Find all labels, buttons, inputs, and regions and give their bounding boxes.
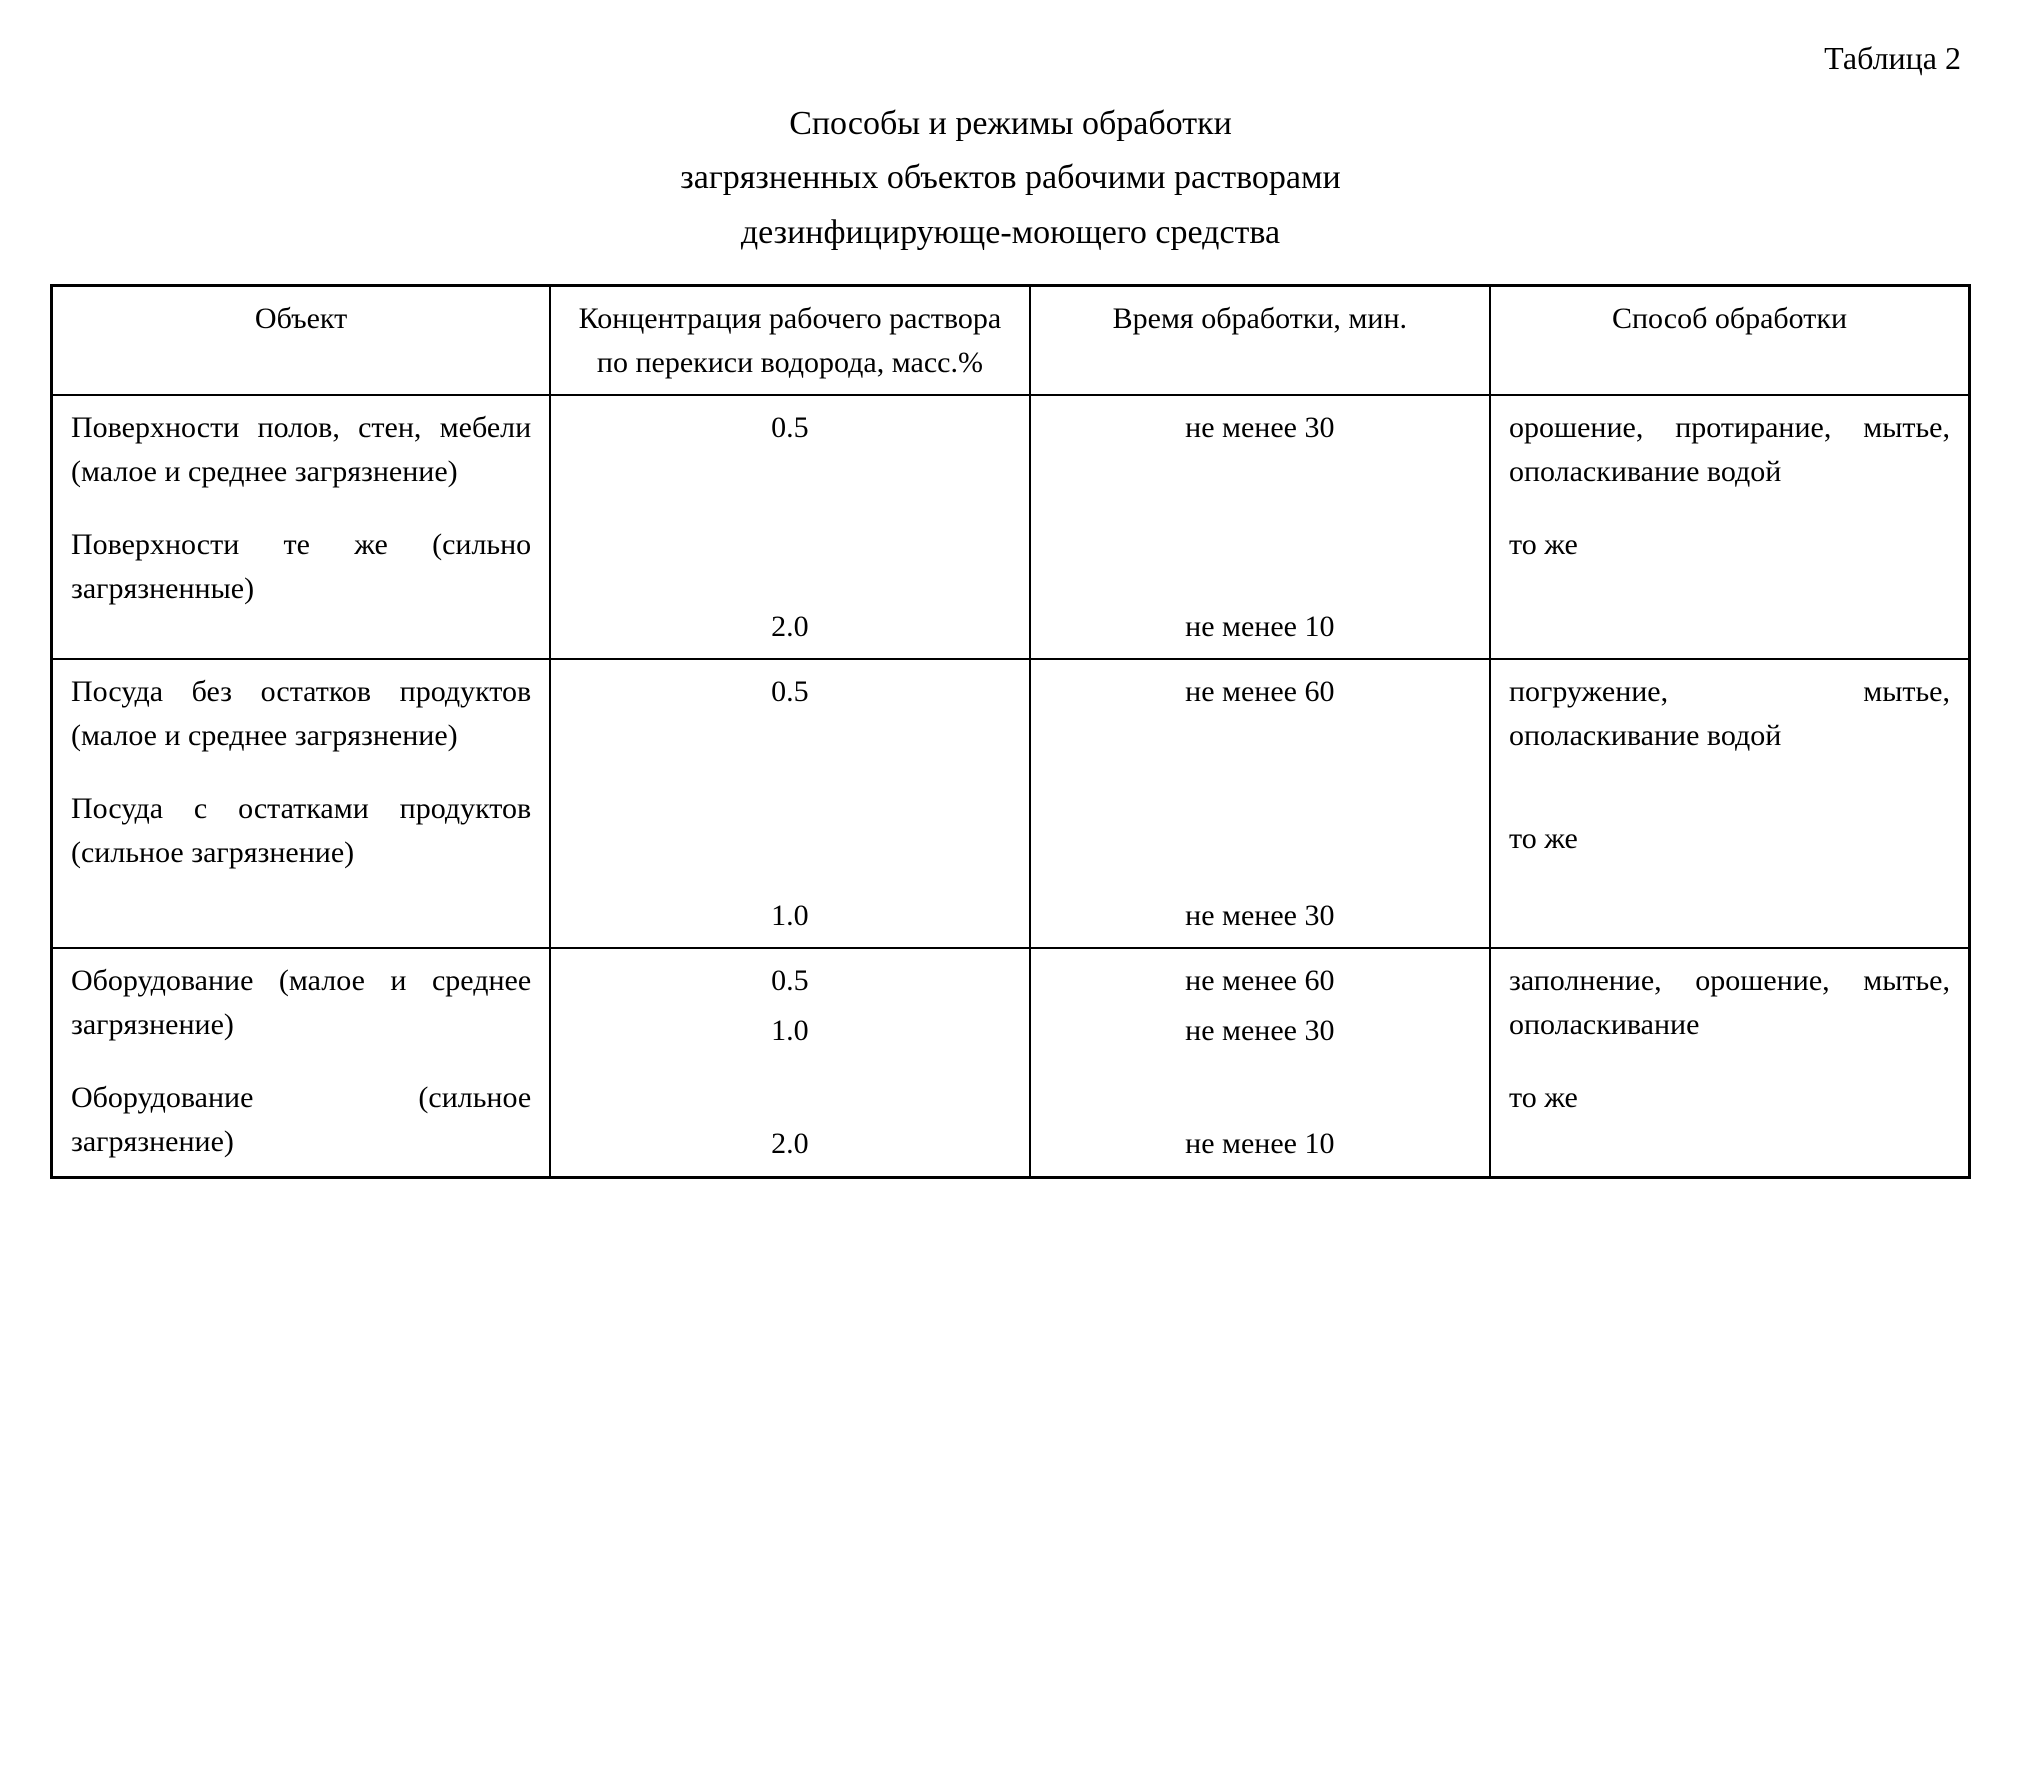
conc-value-1b: 1.0 — [569, 1009, 1011, 1053]
cell-time: не менее 60 не менее 30 — [1030, 659, 1490, 948]
title-line-2: загрязненных объектов рабочими растворам… — [50, 151, 1971, 205]
method-text-2: то же — [1509, 1076, 1950, 1120]
cell-method: погружение, мытье, ополаскивание водой т… — [1490, 659, 1970, 948]
title-line-3: дезинфицирующе-моющего средства — [50, 206, 1971, 260]
cell-concentration: 0.5 1.0 2.0 — [550, 948, 1030, 1177]
conc-value-2: 2.0 — [569, 605, 1011, 649]
header-object: Объект — [52, 286, 551, 396]
table-label: Таблица 2 — [50, 40, 1971, 77]
time-value-2: не менее 30 — [1049, 894, 1471, 938]
cell-time: не менее 30 не менее 10 — [1030, 395, 1490, 659]
time-value-1b: не менее 30 — [1049, 1009, 1471, 1053]
table-row: Посуда без остатков продуктов (малое и с… — [52, 659, 1970, 948]
table-title: Способы и режимы обработки загрязненных … — [50, 97, 1971, 260]
method-text-1: заполнение, орошение, мытье, ополаскиван… — [1509, 959, 1950, 1046]
header-row: Объект Концентрация рабочего раствора по… — [52, 286, 1970, 396]
cell-concentration: 0.5 1.0 — [550, 659, 1030, 948]
header-method: Способ обработки — [1490, 286, 1970, 396]
object-text-1: Оборудование (малое и среднее загрязнени… — [71, 959, 531, 1046]
title-line-1: Способы и режимы обработки — [50, 97, 1971, 151]
time-value-1: не менее 30 — [1049, 406, 1471, 450]
table-row: Оборудование (малое и среднее загрязнени… — [52, 948, 1970, 1177]
cell-method: заполнение, орошение, мытье, ополаскиван… — [1490, 948, 1970, 1177]
method-text-1: орошение, протирание, мытье, ополаскиван… — [1509, 406, 1950, 493]
cell-time: не менее 60 не менее 30 не менее 10 — [1030, 948, 1490, 1177]
object-text-2: Оборудование (сильное загрязнение) — [71, 1076, 531, 1163]
time-value-2: не менее 10 — [1049, 605, 1471, 649]
time-value-1a: не менее 60 — [1049, 959, 1471, 1003]
method-text-2: то же — [1509, 817, 1950, 861]
time-value-2: не менее 10 — [1049, 1122, 1471, 1166]
table-row: Поверхности полов, стен, мебели (малое и… — [52, 395, 1970, 659]
method-text-1: погружение, мытье, ополаскивание водой — [1509, 670, 1950, 757]
treatment-table: Объект Концентрация рабочего раствора по… — [50, 284, 1971, 1179]
method-text-2: то же — [1509, 523, 1950, 567]
time-value-1: не менее 60 — [1049, 670, 1471, 714]
conc-value-1a: 0.5 — [569, 959, 1011, 1003]
cell-object: Оборудование (малое и среднее загрязнени… — [52, 948, 551, 1177]
cell-method: орошение, протирание, мытье, ополаскиван… — [1490, 395, 1970, 659]
cell-object: Посуда без остатков продуктов (малое и с… — [52, 659, 551, 948]
cell-object: Поверхности полов, стен, мебели (малое и… — [52, 395, 551, 659]
cell-concentration: 0.5 2.0 — [550, 395, 1030, 659]
object-text-1: Посуда без остатков продуктов (малое и с… — [71, 670, 531, 757]
header-time: Время обработки, мин. — [1030, 286, 1490, 396]
header-concentration: Концентрация рабочего раствора по переки… — [550, 286, 1030, 396]
object-text-1: Поверхности полов, стен, мебели (малое и… — [71, 406, 531, 493]
object-text-2: Посуда с остатками продуктов (сильное за… — [71, 787, 531, 874]
conc-value-1: 0.5 — [569, 406, 1011, 450]
conc-value-2: 1.0 — [569, 894, 1011, 938]
conc-value-1: 0.5 — [569, 670, 1011, 714]
conc-value-2: 2.0 — [569, 1122, 1011, 1166]
object-text-2: Поверхности те же (сильно загрязненные) — [71, 523, 531, 610]
